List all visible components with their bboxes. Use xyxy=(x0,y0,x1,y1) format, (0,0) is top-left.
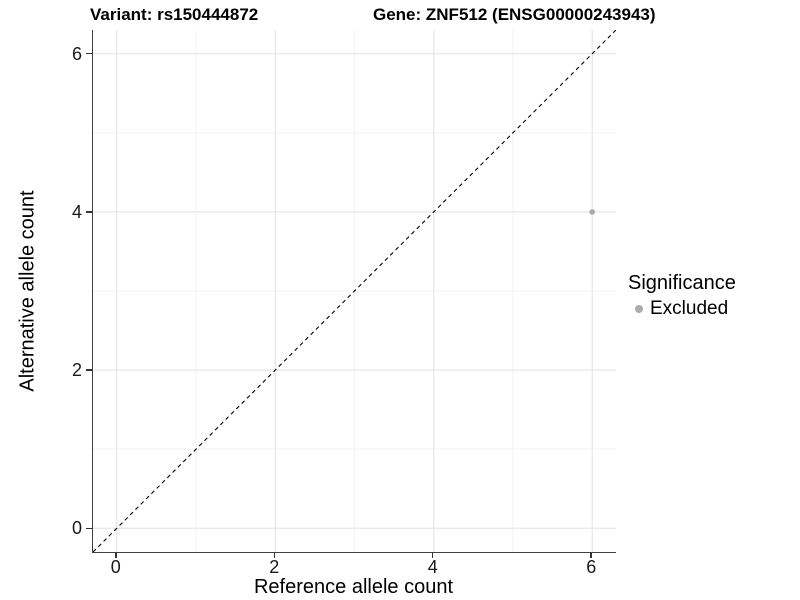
x-tick-mark xyxy=(590,553,592,558)
x-tick-label: 0 xyxy=(110,557,121,577)
x-tick-mark xyxy=(115,553,117,558)
y-tick-mark xyxy=(86,369,92,371)
legend-item-excluded: Excluded xyxy=(628,297,736,320)
legend-item-label: Excluded xyxy=(650,298,729,319)
y-tick-mark xyxy=(86,211,92,213)
y-tick-mark xyxy=(86,527,92,530)
x-tick-mark xyxy=(431,553,434,558)
gene-title: Gene: ZNF512 (ENSG00000243943) xyxy=(373,5,656,24)
plot-panel xyxy=(92,30,616,553)
legend: Significance Excluded xyxy=(628,271,736,320)
x-axis-title: Reference allele count xyxy=(253,576,453,598)
data-point xyxy=(589,209,596,215)
x-tick-label: 6 xyxy=(586,557,597,577)
y-tick-mark xyxy=(86,52,92,55)
x-tick-mark xyxy=(273,553,275,558)
y-tick-label: 6 xyxy=(71,43,82,64)
legend-title: Significance xyxy=(628,272,736,294)
y-axis-title: Alternative allele count xyxy=(16,190,39,392)
y-tick-label: 4 xyxy=(71,201,82,222)
plot-canvas xyxy=(93,30,616,552)
y-tick-label: 2 xyxy=(71,360,82,381)
x-tick-label: 4 xyxy=(427,557,438,577)
identity-line xyxy=(93,30,616,552)
excluded-point-icon xyxy=(635,304,643,313)
y-tick-label: 0 xyxy=(71,518,82,539)
variant-title: Variant: rs150444872 xyxy=(90,5,259,24)
x-tick-label: 2 xyxy=(269,557,280,577)
